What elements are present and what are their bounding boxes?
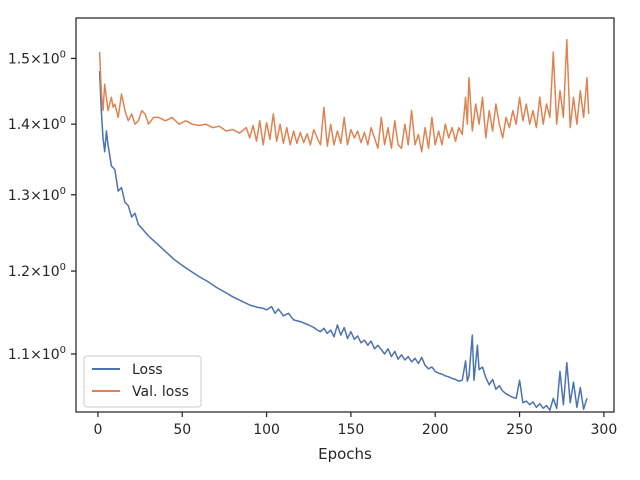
y-tick-label: 1.1×100 — [8, 345, 66, 363]
x-tick-label: 200 — [422, 422, 449, 438]
x-tick-label: 300 — [591, 422, 618, 438]
series-line-val-loss — [98, 38, 590, 153]
x-tick-label: 100 — [253, 422, 280, 438]
x-tick-label: 250 — [506, 422, 533, 438]
legend-label-val-loss: Val. loss — [132, 384, 189, 400]
x-tick-label: 150 — [338, 422, 365, 438]
x-tick-label: 0 — [93, 422, 102, 438]
y-tick-label: 1.5×100 — [8, 49, 66, 67]
y-tick-label: 1.4×100 — [8, 115, 66, 133]
y-tick-label: 1.2×100 — [8, 262, 66, 280]
plot-lines — [98, 38, 590, 411]
x-axis-ticks: 0 50 100 150 200 250 300 — [93, 412, 617, 438]
x-tick-label: 50 — [173, 422, 191, 438]
axes-frame — [75, 17, 615, 413]
series-line-loss — [98, 71, 588, 411]
legend: Loss Val. loss — [83, 355, 202, 408]
legend-label-loss: Loss — [132, 362, 163, 378]
y-axis-ticks: 1.1×100 1.2×100 1.3×100 1.4×100 1.5×100 — [8, 49, 76, 363]
y-tick-label: 1.3×100 — [8, 186, 66, 204]
x-axis-label: Epochs — [318, 445, 372, 463]
